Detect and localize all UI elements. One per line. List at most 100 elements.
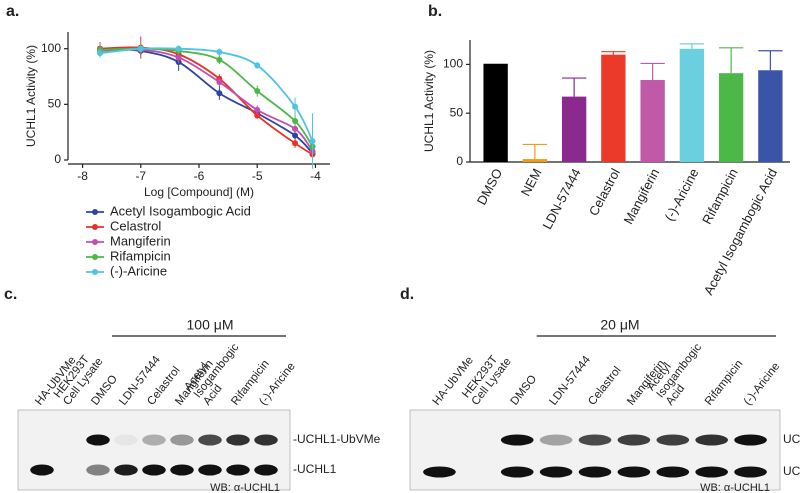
x-tick-label: NEM: [518, 166, 545, 199]
band-label: -UCHL1-UbVMe: [293, 432, 381, 446]
legend-marker: [92, 254, 98, 260]
fit-line: [99, 47, 314, 154]
y-tick-label: 50: [450, 105, 464, 119]
lane-label-line: (-)-Aricine: [742, 361, 783, 408]
data-point: [292, 103, 299, 110]
band: [170, 464, 194, 476]
data-point: [175, 45, 182, 52]
y-tick-label: 50: [48, 97, 62, 111]
y-tick-label: 0: [456, 154, 463, 168]
x-tick-label: Rifampicin: [699, 166, 741, 227]
bar: [679, 48, 705, 163]
lane-label-line: Celastrol: [586, 365, 623, 408]
x-tick-label: Acetyl Isogambogic Acid: [701, 166, 780, 297]
band: [198, 464, 222, 476]
band: [617, 466, 651, 478]
x-tick-label: (-)-Aricine: [662, 166, 702, 223]
x-tick-label: DMSO: [474, 166, 506, 207]
blot: [17, 409, 291, 491]
lane-label: Rifampicin: [703, 358, 746, 408]
band: [226, 434, 250, 446]
lane-label: DMSO: [89, 373, 120, 408]
band: [656, 466, 690, 478]
band: [734, 466, 767, 478]
band: [500, 434, 534, 446]
fit-line: [99, 47, 314, 148]
band: [170, 434, 194, 446]
data-point: [216, 49, 223, 56]
wb-label: WB: α-UCHL1: [700, 482, 770, 493]
data-point: [216, 56, 223, 63]
band: [500, 466, 534, 478]
data-point: [175, 54, 182, 61]
x-tick-label: -4: [310, 169, 321, 183]
band-label: -UCHL1: [293, 462, 337, 476]
lane-label: (-)-Aricine: [742, 361, 783, 408]
blot: [409, 409, 781, 491]
band: [734, 434, 767, 446]
legend-marker: [92, 209, 98, 215]
x-tick-label: -8: [77, 169, 88, 183]
x-tick-label: -7: [135, 169, 146, 183]
band-label: UCHL1: [783, 464, 800, 478]
lane-label: AcetylIsogambogicAcid: [645, 334, 714, 408]
data-point: [97, 50, 104, 57]
panel-label: c.: [4, 286, 17, 303]
data-point: [309, 138, 316, 145]
legend-label: Acetyl Isogambogic Acid: [110, 203, 251, 218]
band: [226, 464, 250, 476]
data-point: [292, 140, 299, 147]
band: [578, 466, 612, 478]
bar: [601, 54, 626, 162]
bar: [561, 96, 587, 162]
band: [254, 434, 278, 446]
band: [86, 434, 110, 446]
concentration: 100 μM: [187, 317, 234, 333]
bar: [718, 73, 744, 162]
data-point: [137, 45, 144, 52]
data-point: [216, 79, 223, 86]
lane-label: Celastrol: [586, 365, 623, 408]
x-axis-label: Log [Compound] (M): [144, 185, 254, 199]
data-point: [292, 125, 299, 132]
bar: [483, 64, 508, 162]
band-label: UCHL1-UbVMe: [783, 432, 800, 446]
bar: [758, 70, 783, 162]
band: [114, 464, 138, 476]
legend-marker: [92, 224, 98, 230]
bar: [522, 159, 548, 162]
data-point: [216, 90, 223, 97]
concentration: 20 μM: [600, 317, 639, 333]
band: [114, 434, 138, 446]
y-axis-label: UCHL1 Activity (%): [422, 50, 436, 152]
lane-label: DMSO: [509, 373, 540, 408]
band: [578, 434, 612, 446]
y-tick-label: 100: [443, 57, 463, 71]
x-tick-label: -5: [252, 169, 263, 183]
x-tick-label: -6: [194, 169, 205, 183]
wb-label: WB: α-UCHL1: [210, 482, 280, 493]
panel-label: d.: [400, 286, 414, 303]
band: [254, 464, 278, 476]
fit-line: [99, 48, 314, 152]
legend-marker: [92, 239, 98, 245]
band: [198, 434, 222, 446]
data-point: [254, 62, 261, 69]
band: [30, 464, 54, 476]
lane-label-line: DMSO: [89, 373, 120, 408]
data-point: [254, 106, 261, 113]
panel-label: b.: [428, 3, 442, 20]
band: [423, 466, 456, 478]
y-tick-label: 100: [41, 41, 61, 55]
legend-marker: [92, 269, 98, 275]
legend-label: Rifampicin: [110, 248, 171, 263]
fit-line: [99, 46, 314, 156]
x-tick-label: Celastrol: [586, 166, 623, 218]
band: [695, 434, 729, 446]
y-tick-label: 0: [54, 152, 61, 166]
bar: [640, 80, 665, 162]
legend-label: Celastrol: [110, 218, 161, 233]
band: [86, 464, 110, 476]
band: [539, 466, 573, 478]
legend-label: Mangiferin: [110, 233, 171, 248]
